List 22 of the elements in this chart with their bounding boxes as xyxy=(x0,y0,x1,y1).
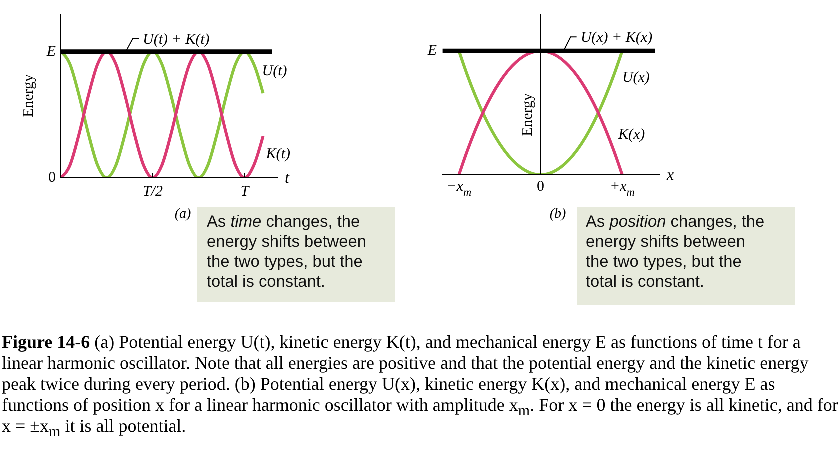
text: (a) xyxy=(174,207,192,223)
text: E xyxy=(426,43,437,60)
legend-label: U(t) + K(t) xyxy=(143,32,210,48)
note-panel: As time changes, the energy shifts between the two types, but the total is constant. xyxy=(197,207,395,302)
text: Figure 14-6 (a) Potential energy U(t), kinetic energy K(t), and mechanical energy E as functions of time t for a linear harmonic oscillator. Note that all energies are positive and that the potential energy and the kinetic energy peak twice during every period. (b) Potential energy U(x), kinetic energy K(x), and mechanical energy E as functions of position x for a linear harmonic oscillator with amplitude x$_{m}$. For x = 0 the energy is all kinetic, and for x = ±x$_{m}$ it is all potential. xyxy=(2,332,838,441)
text: E xyxy=(46,44,56,60)
note-panel: As position changes, the energy shifts between the two types, but the total is constant. xyxy=(577,207,795,305)
series-label: K(t) xyxy=(265,146,290,162)
y-axis-title: Energy xyxy=(520,92,536,137)
series-label: U(t) xyxy=(262,63,288,80)
y-axis-title: Energy xyxy=(21,74,37,118)
x-tick-label: 0 xyxy=(537,179,545,195)
x-axis-title: x xyxy=(666,166,674,184)
x-tick-label: T/2 xyxy=(142,184,164,200)
x-tick-label: +x$_{m}$ xyxy=(610,179,635,199)
x-axis-title: t xyxy=(285,170,290,186)
x-tick-label: −x$_{m}$ xyxy=(446,179,472,199)
series-label: U(x) xyxy=(622,70,650,86)
x-tick-label: T xyxy=(240,184,251,200)
text: (b) xyxy=(550,207,566,223)
series-label: K(x) xyxy=(617,127,646,143)
legend-label: U(x) + K(x) xyxy=(580,30,653,46)
